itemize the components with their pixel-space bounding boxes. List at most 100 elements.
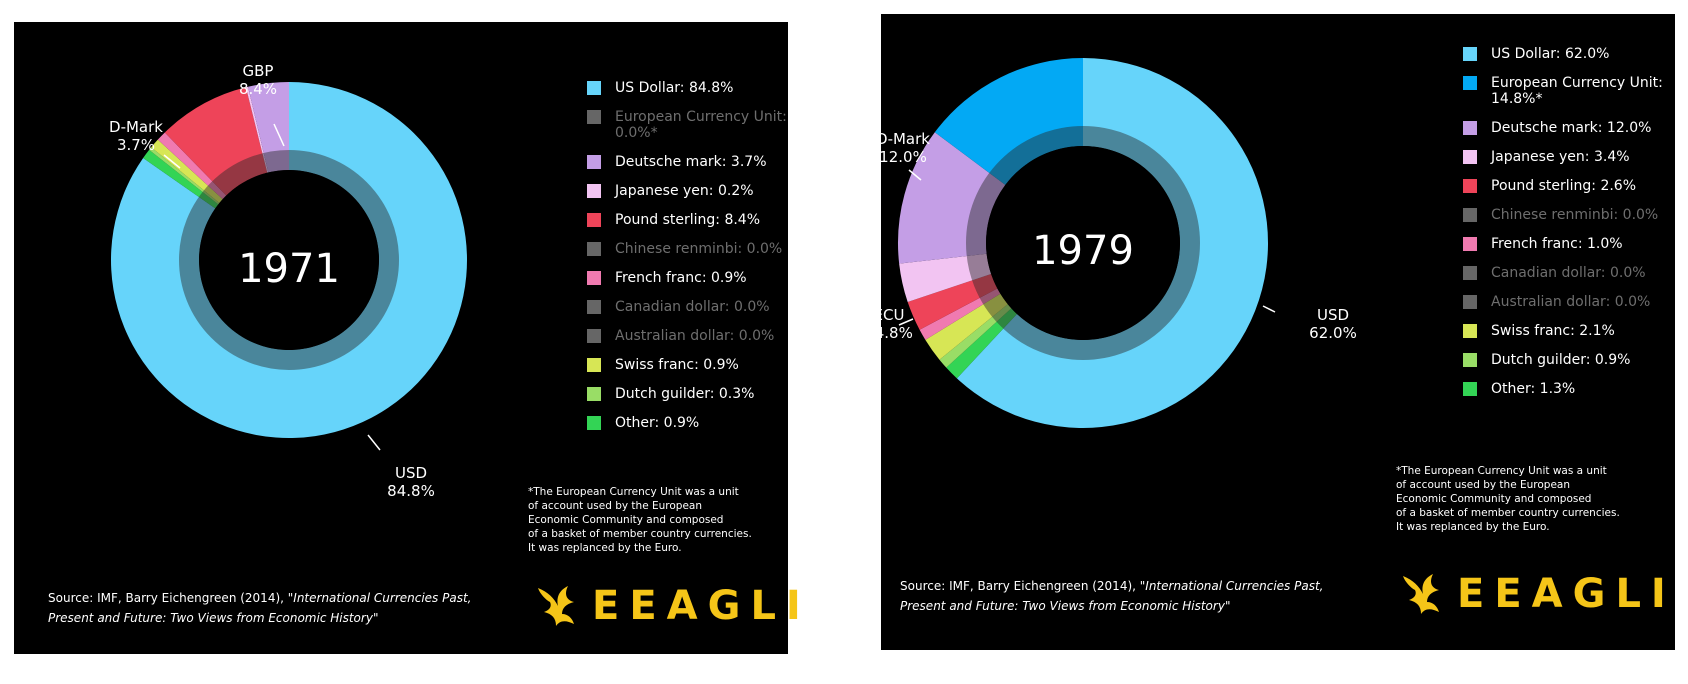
legend-item: European Currency Unit: 14.8%* [1463,75,1675,107]
legend-swatch [1463,324,1477,338]
slice-japanese-yen [245,86,269,173]
legend-swatch [1463,121,1477,135]
legend-item: Chinese renminbi: 0.0% [1463,207,1675,223]
legend-swatch [587,155,601,169]
legend-label: French franc: 0.9% [615,270,747,286]
legend-item: Chinese renminbi: 0.0% [587,241,788,257]
slice-other [946,308,1017,379]
slice-european-currency-unit [934,58,1083,185]
callout-label: ECU [881,306,904,324]
source-citation: Source: IMF, Barry Eichengreen (2014), "… [48,588,508,628]
callout-line [273,123,285,147]
chart-year-label: 1971 [238,246,340,292]
legend-item: US Dollar: 62.0% [1463,46,1675,62]
callout-value: 3.7% [117,136,155,154]
donut-hole [986,146,1180,340]
callout-value: 8.4% [239,80,277,98]
callout-value: 12.0% [881,148,927,166]
legend-1971: US Dollar: 84.8% European Currency Unit: … [587,80,788,444]
legend-label: Dutch guilder: 0.9% [1491,352,1631,368]
legend-swatch [1463,382,1477,396]
legend-label: French franc: 1.0% [1491,236,1623,252]
legend-swatch [587,213,601,227]
legend-swatch [1463,76,1477,90]
chart-panel-1971: 1971 GBP 8.4% D-Mark 3.7% USD 84.8% US Dollar:… [14,22,801,654]
legend-item: Japanese yen: 3.4% [1463,149,1675,165]
legend-swatch [1463,295,1477,309]
callout-value: 62.0% [1309,324,1357,342]
legend-item: Swiss franc: 0.9% [587,357,788,373]
slice-deutsche-mark [248,82,289,173]
slice-deutsche-mark [898,132,1006,264]
slice-other [143,149,219,209]
legend-label: Australian dollar: 0.0% [615,328,775,344]
callout-value: 84.8% [387,482,435,500]
legend-label: Other: 1.3% [1491,381,1576,397]
legend-label: US Dollar: 62.0% [1491,46,1610,62]
slice-us-dollar [110,82,467,438]
legend-item: French franc: 0.9% [587,270,788,286]
chart-year-label: 1979 [1032,228,1134,274]
legend-label: Chinese renminbi: 0.0% [615,241,783,257]
legend-label: Canadian dollar: 0.0% [1491,265,1646,281]
legend-label: European Currency Unit: 0.0%* [615,109,787,141]
slice-swiss-franc [925,293,1008,360]
source-citation: Source: IMF, Barry Eichengreen (2014), "… [900,576,1380,616]
footnote-ecu: *The European Currency Unit was a unit o… [528,486,752,554]
legend-swatch [1463,353,1477,367]
slice-us-dollar [956,58,1268,428]
legend-swatch [587,358,601,372]
callout-label: D-Mark [881,130,930,148]
source-prefix: Source: IMF, Barry Eichengreen (2014), [900,579,1140,593]
legend-item: Canadian dollar: 0.0% [1463,265,1675,281]
legend-label: Deutsche mark: 3.7% [615,154,767,170]
slice-french-franc [157,132,227,200]
legend-swatch [587,329,601,343]
legend-swatch [587,271,601,285]
legend-label: Pound sterling: 8.4% [615,212,761,228]
legend-label: US Dollar: 84.8% [615,80,734,96]
legend-label: Other: 0.9% [615,415,700,431]
slice-dutch-guilder [149,147,220,205]
inner-shadow-ring [966,126,1200,360]
callout-line [367,434,381,451]
legend-item: Swiss franc: 2.1% [1463,323,1675,339]
legend-item: Pound sterling: 8.4% [587,212,788,228]
brand-name: EEAGLI [1457,571,1676,617]
source-title: "International Currencies Past, Present … [48,591,472,625]
legend-item: Australian dollar: 0.0% [587,328,788,344]
legend-swatch [1463,237,1477,251]
legend-swatch [587,184,601,198]
callout-label: D-Mark [109,118,163,136]
legend-swatch [1463,47,1477,61]
legend-item: Pound sterling: 2.6% [1463,178,1675,194]
source-title: "International Currencies Past, Present … [900,579,1324,613]
legend-label: European Currency Unit: 14.8%* [1491,75,1663,107]
legend-label: Chinese renminbi: 0.0% [1491,207,1659,223]
callout-value: 14.8% [881,324,913,342]
legend-swatch [587,416,601,430]
legend-label: Australian dollar: 0.0% [1491,294,1651,310]
legend-label: Deutsche mark: 12.0% [1491,120,1652,136]
legend-label: Japanese yen: 3.4% [1491,149,1630,165]
legend-swatch [587,110,601,124]
legend-item: US Dollar: 84.8% [587,80,788,96]
legend-item: French franc: 1.0% [1463,236,1675,252]
legend-item: Other: 0.9% [587,415,788,431]
legend-1979: US Dollar: 62.0% European Currency Unit: … [1463,46,1675,410]
callout-label: USD [1317,306,1349,324]
legend-label: Canadian dollar: 0.0% [615,299,770,315]
legend-item: Dutch guilder: 0.9% [1463,352,1675,368]
legend-swatch [587,242,601,256]
eagle-icon [538,586,574,626]
callout-line [898,318,914,326]
slice-japanese-yen [899,253,992,303]
legend-label: Dutch guilder: 0.3% [615,386,755,402]
brand-logo: EEAGLI [1399,570,1676,618]
legend-label: Japanese yen: 0.2% [615,183,754,199]
slice-pound-sterling [164,87,268,196]
source-prefix: Source: IMF, Barry Eichengreen (2014), [48,591,288,605]
